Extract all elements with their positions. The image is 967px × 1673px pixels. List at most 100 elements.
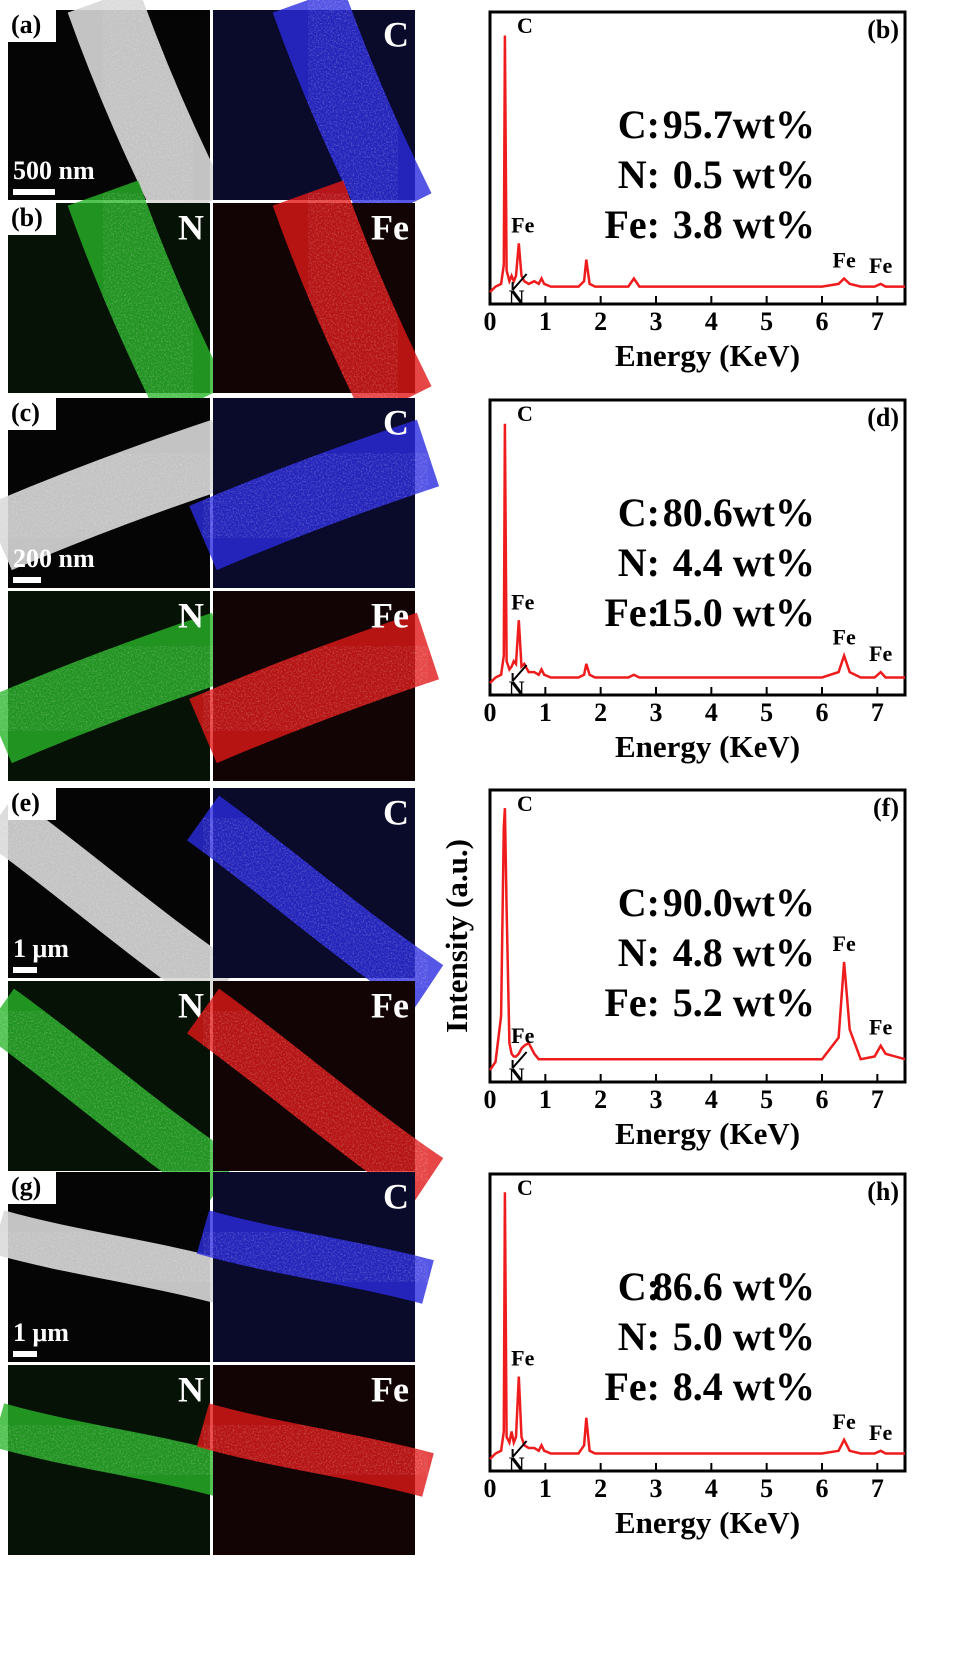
fiber-texture [0, 988, 239, 1204]
fiber-texture [67, 180, 227, 420]
peak-arrow [511, 1440, 528, 1458]
composition-value: 95.7wt% [663, 102, 815, 147]
peak-label: C [517, 791, 533, 816]
element-label: Fe [371, 985, 409, 1025]
micrograph: (b) N [8, 180, 227, 420]
x-axis-label: Energy (KeV) [615, 1116, 800, 1151]
panel-label: (h) [867, 1177, 899, 1206]
x-tick-label: 5 [760, 1085, 773, 1114]
x-tick-label: 7 [871, 1474, 884, 1503]
peak-label: Fe [833, 248, 856, 273]
panel-label: (f) [873, 793, 899, 822]
scale-bar [13, 1351, 37, 1357]
peak-arrow [511, 273, 528, 291]
x-tick-label: 3 [650, 307, 663, 336]
x-tick-label: 2 [594, 1474, 607, 1503]
fiber-texture [196, 1210, 434, 1304]
peak-label: C [517, 1175, 533, 1200]
composition-element: Fe: [604, 1364, 660, 1409]
peak-label: Fe [833, 1409, 856, 1434]
x-tick-label: 0 [484, 307, 497, 336]
plot-frame [488, 10, 907, 306]
x-tick-label: 1 [539, 1085, 552, 1114]
x-tick-label: 4 [705, 1085, 718, 1114]
composition-value: 4.8 wt% [673, 930, 815, 975]
peak-label: Fe [833, 625, 856, 650]
label-box [8, 788, 56, 820]
composition-element: Fe: [604, 590, 660, 635]
x-tick-label: 0 [484, 1474, 497, 1503]
peak-label: N [509, 1452, 525, 1477]
micrograph: Fe [196, 1365, 434, 1555]
composition-value: 5.0 wt% [673, 1314, 815, 1359]
x-tick-label: 6 [816, 698, 829, 727]
micrograph: (a) 500 nm [8, 0, 227, 227]
peak-label: Fe [869, 641, 892, 666]
peak-label: N [509, 1063, 525, 1088]
composition-element: Fe: [604, 980, 660, 1025]
label-box [8, 203, 56, 235]
x-tick-label: 1 [539, 1474, 552, 1503]
micrograph: Fe [187, 981, 444, 1204]
scale-bar [13, 189, 55, 195]
x-tick-label: 7 [871, 1085, 884, 1114]
composition-element: N: [618, 1314, 660, 1359]
fiber-texture [67, 0, 227, 227]
composition-element: N: [618, 930, 660, 975]
x-tick-label: 6 [816, 1085, 829, 1114]
peak-label: Fe [869, 253, 892, 278]
micrograph: (g) 1 μm [0, 1172, 229, 1362]
fiber-texture [0, 419, 235, 571]
peak-label: Fe [511, 212, 534, 237]
panel-label: (b) [867, 15, 899, 44]
x-tick-label: 4 [705, 307, 718, 336]
plot-frame [488, 788, 907, 1084]
peak-label: Fe [511, 1346, 534, 1371]
x-axis-label: Energy (KeV) [615, 338, 800, 373]
fiber-texture [0, 612, 235, 764]
composition-value: 3.8 wt% [673, 202, 815, 247]
spectrum-line [489, 1192, 905, 1460]
peak-label: N [509, 676, 525, 701]
x-tick-label: 6 [816, 1474, 829, 1503]
composition-value: 80.6wt% [663, 490, 815, 535]
peak-label: Fe [511, 1023, 534, 1048]
micrograph: Fe [189, 591, 440, 781]
composition-value: 8.4 wt% [673, 1364, 815, 1409]
fiber-texture [196, 1403, 434, 1497]
fiber-texture [187, 795, 444, 1011]
x-tick-label: 7 [871, 698, 884, 727]
spectrum-line [489, 35, 905, 293]
x-tick-label: 3 [650, 698, 663, 727]
micrograph: C [189, 398, 440, 588]
fiber-texture [0, 1403, 229, 1497]
panel-label: (c) [11, 398, 40, 427]
element-label: N [178, 1369, 204, 1409]
scale-bar [13, 577, 41, 583]
composition-element: N: [618, 540, 660, 585]
y-axis-label: Intensity (a.u.) [439, 839, 474, 1033]
micrograph: C [187, 788, 444, 1011]
element-label: C [383, 792, 409, 832]
x-tick-label: 5 [760, 698, 773, 727]
scale-bar [13, 967, 37, 973]
x-axis-label: Energy (KeV) [615, 1505, 800, 1540]
composition-element: C: [618, 880, 660, 925]
spectrum-line [488, 808, 906, 1071]
scale-bar-label: 1 μm [13, 1318, 69, 1347]
composition-element: C: [618, 102, 660, 147]
label-box [8, 398, 56, 430]
element-label: N [178, 595, 204, 635]
micrograph: (e) 1 μm [0, 788, 239, 1011]
element-label: C [383, 14, 409, 54]
micrograph: C [213, 0, 432, 227]
label-box [8, 10, 56, 42]
panel-label: (g) [11, 1172, 41, 1201]
peak-label: Fe [511, 589, 534, 614]
fiber-texture [272, 0, 432, 227]
peak-arrow [511, 1051, 528, 1069]
composition-value: 15.0 wt% [653, 590, 815, 635]
x-tick-label: 7 [871, 307, 884, 336]
peak-label: Fe [869, 1015, 892, 1040]
